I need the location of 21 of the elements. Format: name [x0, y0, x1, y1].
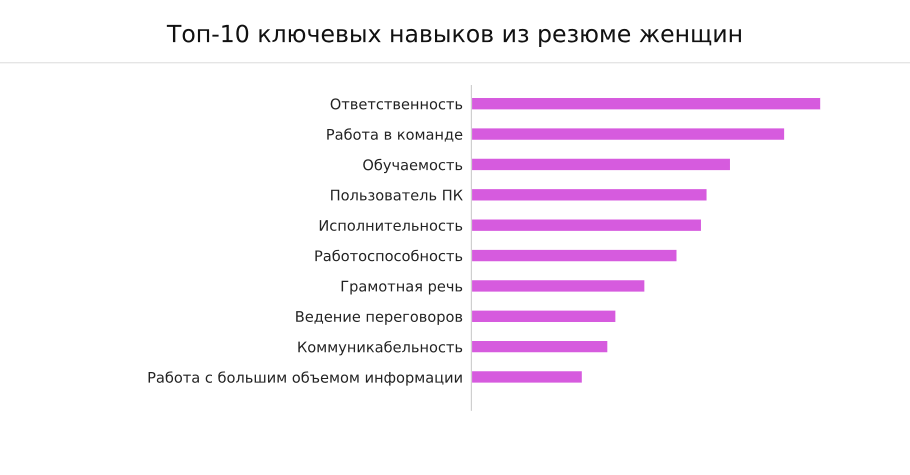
y-tick-label: Ответственность — [330, 98, 462, 110]
chart-title: Топ-10 ключевых навыков из резюме женщин — [166, 24, 741, 48]
y-tick-label: Работа с большим объемом информации — [148, 371, 462, 386]
y-tick-label: Работа в команде — [327, 128, 462, 142]
y-tick-label: Коммуникабельность — [298, 340, 462, 356]
bar — [471, 340, 609, 354]
bar — [471, 278, 646, 293]
y-tick-label: Ведение переговоров — [296, 311, 462, 325]
bar — [471, 96, 821, 111]
y-tick-label: Работоспособность — [315, 250, 462, 262]
y-tick-label: Пользователь ПК — [331, 190, 463, 201]
bar — [471, 157, 732, 172]
y-tick-label: Обучаемость — [363, 158, 462, 174]
y-tick-label: Грамотная речь — [342, 280, 462, 294]
bar — [471, 188, 708, 202]
bar — [471, 309, 617, 324]
y-tick-label: Исполнительность — [320, 220, 462, 231]
bar — [471, 127, 786, 142]
bar — [471, 248, 678, 263]
bar — [471, 218, 702, 232]
bar — [471, 370, 584, 384]
